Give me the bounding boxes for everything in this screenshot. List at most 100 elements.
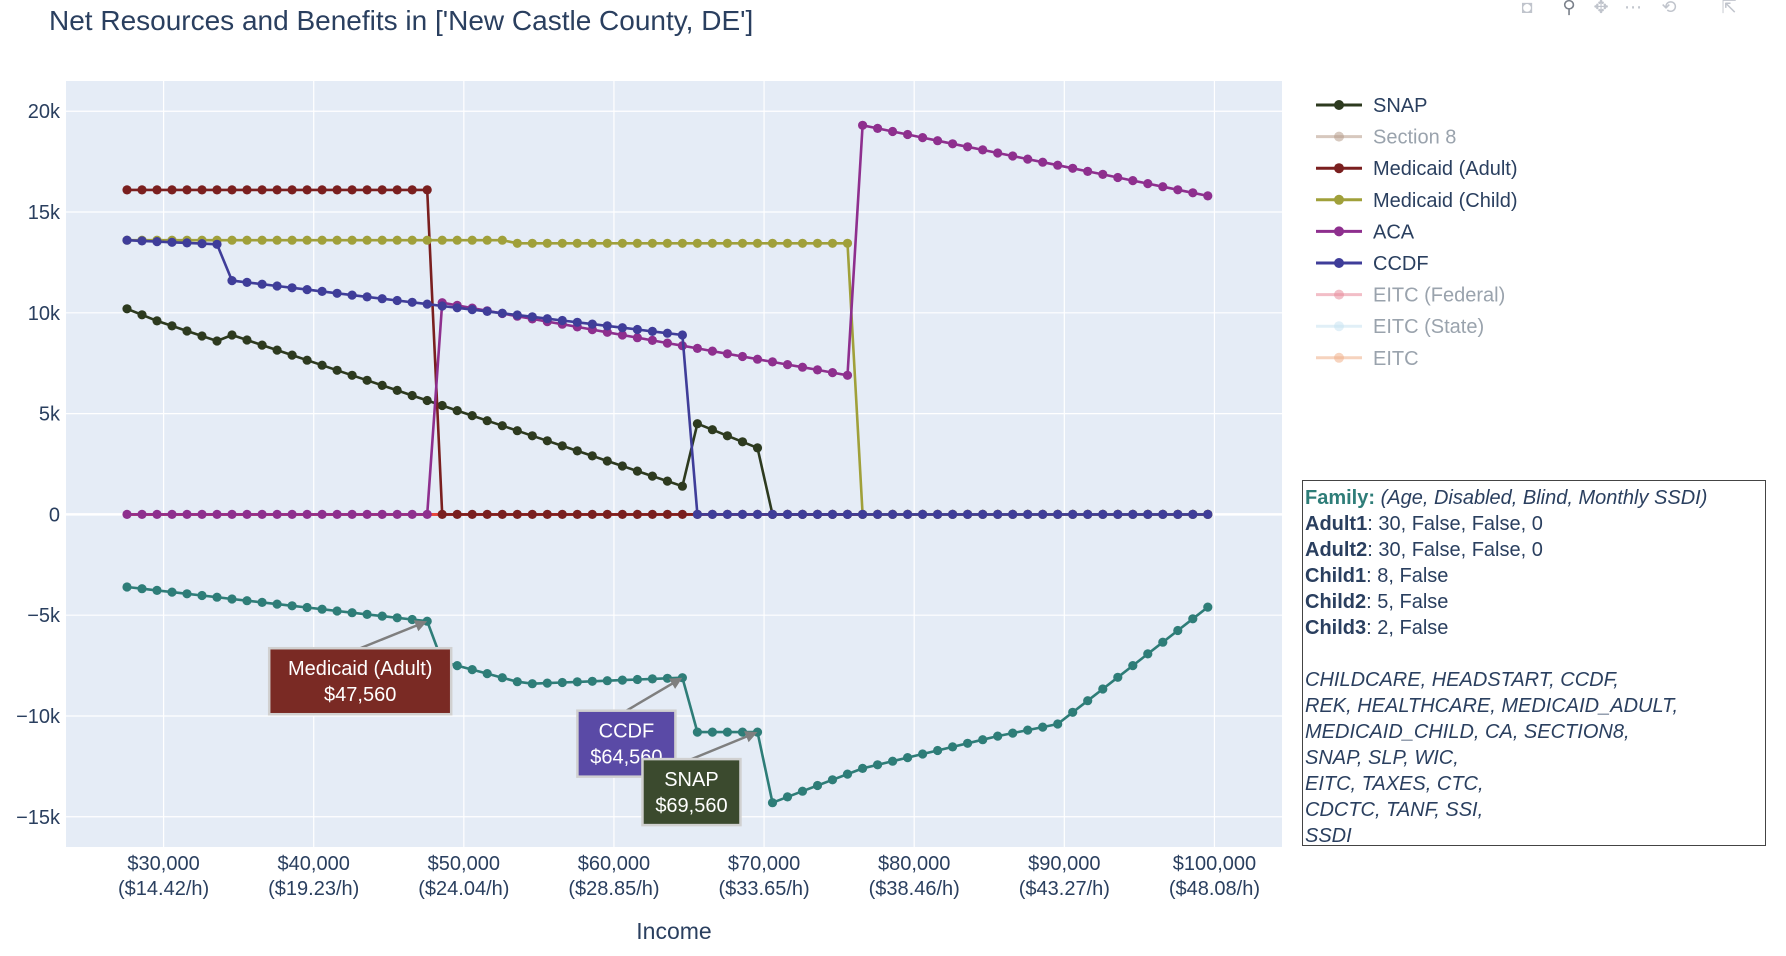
series-point bbox=[362, 235, 372, 245]
series-point bbox=[1098, 169, 1108, 179]
zoom-icon[interactable]: ⚲ bbox=[1562, 0, 1576, 17]
series-point bbox=[452, 509, 462, 519]
annotation-box bbox=[267, 646, 453, 716]
series-ccdf[interactable] bbox=[122, 235, 1213, 519]
series-point bbox=[332, 185, 342, 195]
legend-item[interactable]: SNAP bbox=[1316, 95, 1427, 117]
series-point bbox=[512, 509, 522, 519]
series-point bbox=[272, 235, 282, 245]
series-point bbox=[692, 419, 703, 429]
series-point bbox=[812, 780, 823, 791]
legend-item[interactable]: CCDF bbox=[1316, 253, 1429, 275]
series-point bbox=[1038, 722, 1048, 732]
series-point bbox=[512, 238, 522, 248]
series-point bbox=[707, 509, 718, 519]
program-line: REK, HEALTHCARE, MEDICAID_ADULT, bbox=[1305, 695, 1679, 717]
series-point bbox=[602, 676, 612, 686]
series-point bbox=[527, 509, 537, 519]
lasso-icon[interactable]: ⟲ bbox=[1661, 0, 1677, 17]
series-net-resources[interactable] bbox=[122, 582, 1213, 808]
series-point bbox=[512, 426, 522, 436]
series-point bbox=[782, 238, 793, 248]
series-point bbox=[422, 299, 432, 309]
series-point bbox=[632, 674, 643, 685]
series-point bbox=[317, 235, 327, 245]
series-point bbox=[287, 235, 297, 245]
series-point bbox=[1173, 509, 1183, 519]
series-point bbox=[918, 749, 928, 759]
series-point bbox=[377, 235, 387, 245]
annotation-arrowhead bbox=[413, 620, 428, 632]
series-point bbox=[407, 297, 417, 307]
camera-icon[interactable]: ◘ bbox=[1521, 0, 1533, 17]
series-point bbox=[557, 441, 567, 451]
legend-item[interactable]: ACA bbox=[1316, 221, 1415, 243]
program-line: CHILDCARE, HEADSTART, CCDF, bbox=[1305, 669, 1619, 691]
series-point bbox=[617, 330, 628, 340]
series-point bbox=[182, 589, 192, 599]
series-point bbox=[227, 185, 237, 195]
series-point bbox=[287, 601, 297, 611]
series-point bbox=[737, 351, 748, 362]
x-tick-label: $60,000 bbox=[578, 853, 650, 875]
box-select-icon[interactable]: ⋯ bbox=[1624, 0, 1642, 17]
legend-item[interactable]: EITC (State) bbox=[1316, 316, 1484, 338]
series-point bbox=[632, 324, 643, 335]
x-axis-title: Income bbox=[636, 918, 711, 944]
legend-item[interactable]: Medicaid (Child) bbox=[1316, 190, 1518, 212]
series-point bbox=[617, 675, 628, 685]
series-point bbox=[903, 753, 913, 763]
series-point bbox=[467, 235, 477, 245]
legend-item[interactable]: EITC (Federal) bbox=[1316, 285, 1505, 307]
series-point bbox=[1083, 509, 1093, 519]
series-point bbox=[948, 509, 958, 519]
legend-item[interactable]: Section 8 bbox=[1316, 127, 1456, 149]
y-tick-label: −10k bbox=[16, 706, 61, 728]
series-point bbox=[858, 763, 868, 774]
legend-item[interactable]: EITC bbox=[1316, 348, 1419, 370]
series-point bbox=[647, 471, 658, 481]
series-point bbox=[888, 126, 898, 137]
series-point bbox=[602, 327, 612, 337]
series-point bbox=[212, 336, 222, 346]
autoscale-icon[interactable]: ⇱ bbox=[1721, 0, 1737, 17]
series-point bbox=[527, 238, 537, 248]
y-tick-label: 0 bbox=[49, 504, 60, 526]
series-point bbox=[272, 599, 282, 609]
series-aca[interactable] bbox=[122, 120, 1213, 519]
series-point bbox=[227, 276, 237, 286]
series-point bbox=[993, 148, 1003, 158]
series-point bbox=[257, 235, 267, 245]
series-point bbox=[212, 185, 222, 195]
series-point bbox=[632, 333, 643, 343]
series-point bbox=[737, 437, 748, 447]
series-point bbox=[317, 185, 327, 195]
series-point bbox=[1113, 172, 1123, 183]
series-point bbox=[467, 665, 477, 675]
series-point bbox=[873, 123, 883, 133]
series-point bbox=[632, 466, 643, 476]
series-point bbox=[302, 235, 312, 245]
member-name: Adult2 bbox=[1305, 539, 1368, 561]
series-point bbox=[122, 582, 132, 592]
series-point bbox=[197, 331, 207, 341]
series-point bbox=[812, 509, 823, 519]
series-point bbox=[167, 237, 177, 247]
member-name: Child2 bbox=[1305, 591, 1367, 613]
series-point bbox=[512, 677, 522, 687]
x-tick-label: $80,000 bbox=[878, 853, 950, 875]
annotation-label: Medicaid (Adult) bbox=[288, 658, 433, 680]
series-point bbox=[1008, 151, 1018, 161]
series-point bbox=[557, 315, 567, 326]
series-point bbox=[152, 585, 162, 596]
legend-label: SNAP bbox=[1373, 95, 1427, 117]
series-point bbox=[242, 335, 252, 345]
pan-icon[interactable]: ✥ bbox=[1593, 0, 1609, 17]
legend[interactable]: SNAP Section 8 Medicaid (Adult) Medicaid (C… bbox=[1316, 95, 1518, 370]
legend-item[interactable]: Medicaid (Adult) bbox=[1316, 158, 1518, 180]
annotation-arrowhead bbox=[744, 731, 758, 743]
series-point bbox=[933, 136, 943, 146]
series-point bbox=[212, 239, 222, 249]
series-point bbox=[677, 509, 688, 519]
series-point bbox=[797, 786, 808, 796]
